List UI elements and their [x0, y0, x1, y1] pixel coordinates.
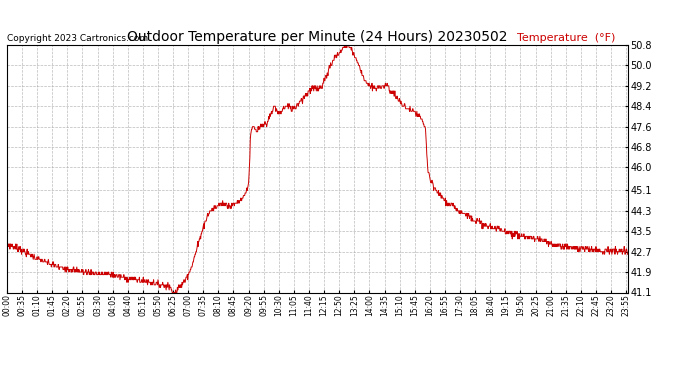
- Title: Outdoor Temperature per Minute (24 Hours) 20230502: Outdoor Temperature per Minute (24 Hours…: [127, 30, 508, 44]
- Text: Copyright 2023 Cartronics.com: Copyright 2023 Cartronics.com: [7, 33, 148, 42]
- Text: Temperature  (°F): Temperature (°F): [517, 33, 615, 42]
